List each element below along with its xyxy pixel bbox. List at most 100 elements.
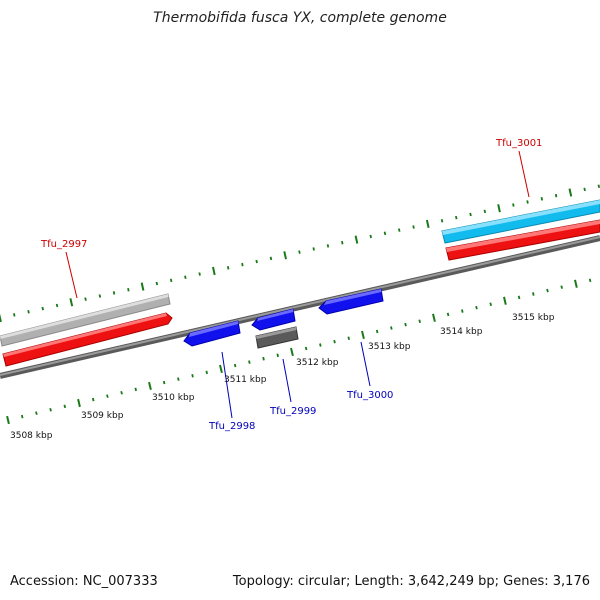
gene-label-tfu-3001: Tfu_3001 (495, 138, 542, 149)
lower-track-major-tick (77, 398, 81, 408)
scale-label-3509: 3509 kbp (81, 411, 124, 421)
upper-track-minor-tick (312, 247, 315, 251)
lower-track-minor-tick (205, 370, 208, 375)
gene-tfu-2997-grey[interactable] (0, 293, 171, 347)
lower-track-minor-tick (248, 360, 251, 364)
upper-track-minor-tick (41, 306, 44, 311)
upper-track-minor-tick (512, 203, 515, 207)
upper-track-major-tick (354, 235, 359, 244)
upper-track-major-tick (283, 251, 287, 260)
upper-track-minor-tick (169, 278, 173, 283)
callout-line-tfu-3001 (518, 150, 530, 198)
lower-track-minor-tick (91, 397, 95, 402)
lower-track-minor-tick (63, 404, 67, 409)
scale-label-3508: 3508 kbp (10, 431, 53, 441)
lower-track-major-tick (219, 364, 223, 374)
upper-track-minor-tick (383, 231, 387, 236)
lower-track-minor-tick (276, 353, 279, 358)
lower-track-minor-tick (461, 309, 464, 313)
callout-line-tfu-3000 (360, 341, 371, 387)
upper-track-major-tick (425, 219, 430, 229)
upper-track-minor-tick (583, 187, 586, 192)
lower-track-minor-tick (588, 278, 592, 283)
scale-label-3512: 3512 kbp (296, 358, 339, 368)
lower-track-minor-tick (390, 326, 393, 330)
upper-track-major-tick (497, 204, 501, 213)
upper-track-minor-tick (540, 197, 544, 201)
upper-track-minor-tick (269, 256, 273, 261)
lower-track-major-tick (6, 415, 10, 425)
lower-track-minor-tick (517, 295, 521, 300)
upper-track-minor-tick (27, 310, 30, 314)
gene-tfu-2997[interactable] (2, 312, 173, 367)
scale-label-3514: 3514 kbp (440, 327, 483, 337)
lower-track-major-tick (574, 279, 578, 288)
upper-track-minor-tick (412, 225, 415, 229)
upper-tick-track (0, 184, 600, 323)
callout-line-tfu-2997 (65, 251, 78, 299)
upper-track-minor-tick (184, 275, 187, 279)
upper-track-minor-tick (241, 262, 244, 267)
lower-track-major-tick (503, 296, 507, 305)
genome-backbone-highlight (0, 236, 600, 376)
upper-track-minor-tick (455, 215, 458, 220)
scale-label-3511: 3511 kbp (224, 375, 267, 385)
scale-label-3515: 3515 kbp (512, 313, 555, 323)
lower-track-minor-tick (319, 343, 322, 347)
gene-tfu-3001-cyan[interactable] (441, 199, 600, 244)
lower-track-minor-tick (20, 414, 24, 419)
lower-track-minor-tick (404, 322, 407, 327)
upper-track-minor-tick (112, 291, 116, 295)
lower-track-minor-tick (560, 285, 563, 289)
scale-label-3513: 3513 kbp (368, 342, 411, 352)
upper-track-minor-tick (55, 303, 59, 308)
scale-label-3510: 3510 kbp (152, 393, 195, 403)
lower-track-minor-tick (106, 394, 109, 398)
upper-track-minor-tick (326, 244, 330, 248)
callout-line-tfu-2998 (221, 351, 233, 419)
upper-track-minor-tick (298, 250, 301, 254)
lower-track-minor-tick (162, 380, 166, 385)
lower-track-major-tick (290, 347, 294, 357)
upper-track-minor-tick (226, 266, 230, 270)
lower-track-minor-tick (233, 363, 237, 368)
lower-track-minor-tick (134, 387, 137, 392)
upper-track-major-tick (212, 266, 216, 276)
lower-track-minor-tick (177, 377, 180, 381)
lower-track-minor-tick (333, 339, 336, 344)
gene-label-tfu-2997: Tfu_2997 (40, 239, 87, 250)
lower-track-minor-tick (489, 302, 492, 307)
lower-track-minor-tick (475, 305, 478, 310)
lower-track-minor-tick (49, 407, 52, 412)
upper-track-minor-tick (341, 240, 344, 245)
gene-label-tfu-2999: Tfu_2999 (269, 406, 316, 417)
upper-track-minor-tick (13, 313, 16, 317)
gene-tfu-3001[interactable] (445, 219, 600, 261)
upper-track-minor-tick (369, 234, 372, 239)
upper-track-major-tick (0, 313, 2, 323)
lower-track-major-tick (432, 313, 436, 322)
map-title: Thermobifida fusca YX, complete genome (153, 10, 447, 26)
lower-track-minor-tick (120, 390, 123, 395)
lower-track-minor-tick (347, 336, 350, 340)
lower-track-major-tick (148, 381, 152, 391)
gene-tfu-3000[interactable] (318, 288, 384, 315)
upper-track-major-tick (140, 282, 145, 291)
upper-track-major-tick (568, 188, 573, 197)
gene-label-tfu-3000: Tfu_3000 (346, 390, 393, 401)
gene-tfu-2999[interactable] (255, 326, 299, 349)
upper-track-minor-tick (440, 219, 444, 223)
gene-tfu-2999-upper[interactable] (251, 308, 296, 331)
lower-track-minor-tick (262, 356, 265, 361)
gene-label-tfu-2998: Tfu_2998 (208, 421, 255, 432)
lower-track-minor-tick (191, 374, 194, 378)
lower-track-minor-tick (546, 288, 549, 293)
lower-track-major-tick (361, 330, 365, 340)
lower-track-minor-tick (446, 312, 450, 317)
callout-line-tfu-2999 (282, 358, 292, 403)
lower-track-minor-tick (418, 319, 421, 324)
upper-track-minor-tick (155, 281, 159, 286)
lower-track-minor-tick (532, 292, 535, 296)
lower-track-minor-tick (35, 411, 38, 415)
gene-tfu-2998[interactable] (183, 320, 241, 347)
